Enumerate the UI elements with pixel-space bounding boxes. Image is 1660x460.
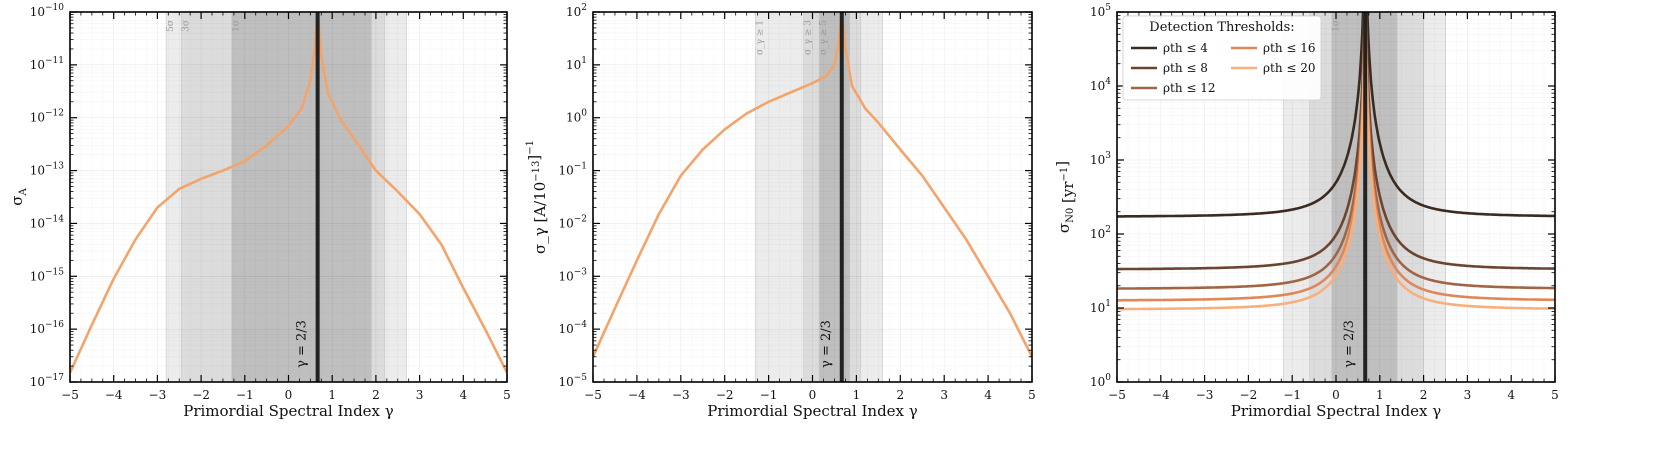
chart-panel-left: 5σ 3σ 1σ γ = 2/3 −5 −4 −3 −2 −1 0 1 2 3 4 5 10−17 10−16 1…	[8, 3, 511, 420]
y-tick-label: 10−14	[30, 214, 65, 230]
x-tick-label: 4	[459, 388, 467, 402]
x-tick-label: 5	[503, 388, 511, 402]
x-axis-label: Primordial Spectral Index γ	[707, 402, 918, 420]
y-tick-label: 10−3	[558, 267, 587, 283]
x-tick-label: −3	[1196, 388, 1214, 402]
x-tick-label: 3	[1464, 388, 1472, 402]
x-tick-label: −1	[1283, 388, 1301, 402]
legend-entry: ρth ≤ 4	[1163, 41, 1208, 55]
x-tick-label: −2	[192, 388, 210, 402]
series-line	[1117, 12, 1555, 271]
x-tick-label: 4	[1507, 388, 1515, 402]
x-tick-label: −5	[584, 388, 602, 402]
series-line	[1117, 39, 1555, 311]
x-tick-label: 2	[372, 388, 380, 402]
y-tick-label: 10−11	[30, 56, 64, 72]
x-tick-label: −4	[1152, 388, 1170, 402]
x-tick-label: 0	[1332, 388, 1340, 402]
y-tick-label: 100	[566, 109, 587, 125]
band-label: 1σ	[1332, 20, 1342, 32]
y-tick-label: 10−17	[30, 373, 65, 389]
x-tick-label: −1	[760, 388, 778, 402]
plot-area	[1117, 12, 1555, 382]
band-label: 5σ	[166, 20, 176, 32]
x-tick-label: −3	[672, 388, 690, 402]
y-tick-label: 104	[1090, 77, 1111, 93]
y-tick-label: 10−13	[30, 162, 65, 178]
series-line	[70, 12, 507, 374]
y-tick-label: 10−5	[558, 373, 587, 389]
legend-title: Detection Thresholds:	[1149, 20, 1294, 35]
band-label: σ_γ ≥ 1	[755, 20, 765, 55]
x-tick-label: 3	[940, 388, 948, 402]
x-tick-label: 1	[853, 388, 861, 402]
legend-box	[1122, 15, 1322, 101]
x-tick-label: 2	[1420, 388, 1428, 402]
vline-label: γ = 2/3	[1342, 320, 1357, 368]
band-label: σ_γ ≥ 3	[804, 20, 814, 55]
x-tick-label: 3	[416, 388, 424, 402]
series-line	[1117, 30, 1555, 302]
y-axis-label: σN0 [yr−1]	[1053, 161, 1077, 233]
y-tick-label: 10−4	[558, 320, 587, 336]
y-tick-label: 10−16	[30, 320, 65, 336]
chart-panel-middle: σ_γ ≥ 1 σ_γ ≥ 3 σ_γ ≥ 5 γ = 2/3 −5 −4 −3 −2 −1 0 1…	[525, 3, 1036, 420]
x-tick-label: 1	[328, 388, 336, 402]
y-tick-label: 102	[1090, 225, 1111, 241]
y-axis-label: σ_γ [A/10−13]−1	[525, 140, 549, 254]
confidence-band	[231, 12, 372, 382]
legend-entry: ρth ≤ 20	[1263, 61, 1316, 75]
y-tick-label: 10−2	[558, 214, 587, 230]
x-tick-label: −3	[149, 388, 167, 402]
x-tick-label: −5	[1108, 388, 1126, 402]
y-tick-label: 10−15	[30, 267, 65, 283]
legend: Detection Thresholds: ρth ≤ 4 ρth ≤ 8 ρth ≤…	[1122, 15, 1322, 101]
x-axis-label: Primordial Spectral Index γ	[1231, 402, 1442, 420]
y-tick-label: 10−1	[558, 162, 587, 178]
series-line	[1117, 18, 1555, 290]
plot-area	[70, 12, 507, 382]
x-tick-label: −1	[236, 388, 254, 402]
x-tick-label: 1	[1376, 388, 1384, 402]
x-tick-label: 5	[1028, 388, 1036, 402]
legend-entry: ρth ≤ 8	[1163, 61, 1208, 75]
y-tick-label: 103	[1090, 151, 1111, 167]
band-label: 3σ	[181, 20, 191, 32]
x-tick-label: 5	[1551, 388, 1559, 402]
y-axis-label: σA	[8, 187, 29, 205]
x-tick-label: 0	[809, 388, 817, 402]
series-line	[1117, 12, 1555, 218]
y-tick-label: 10−12	[30, 109, 64, 125]
x-tick-label: −2	[716, 388, 734, 402]
y-tick-label: 102	[566, 3, 587, 19]
confidence-band	[818, 12, 851, 382]
vline-label: γ = 2/3	[295, 320, 310, 368]
y-tick-label: 10−10	[30, 3, 65, 19]
x-tick-label: 4	[984, 388, 992, 402]
y-tick-label: 101	[566, 56, 587, 72]
legend-entry: ρth ≤ 12	[1163, 81, 1216, 95]
y-tick-label: 100	[1090, 373, 1111, 389]
y-tick-label: 105	[1090, 3, 1111, 19]
y-tick-label: 101	[1090, 299, 1111, 315]
band-label: σ_γ ≥ 5	[819, 20, 829, 55]
vline-label: γ = 2/3	[819, 320, 834, 368]
x-tick-label: −5	[61, 388, 79, 402]
band-label: 1σ	[232, 20, 242, 32]
x-tick-label: −2	[1240, 388, 1258, 402]
plot-area	[593, 12, 1032, 382]
x-tick-label: −4	[105, 388, 123, 402]
x-tick-label: −4	[628, 388, 646, 402]
chart-panel-right: 1σ γ = 2/3 −5 −4 −3 −2 −1 0 1 2 3 4 5 100 101 102 103 104…	[1053, 3, 1559, 420]
x-axis-label: Primordial Spectral Index γ	[183, 402, 394, 420]
legend-entry: ρth ≤ 16	[1263, 41, 1316, 55]
series-line	[593, 12, 1032, 358]
x-tick-label: 2	[896, 388, 904, 402]
x-tick-label: 0	[285, 388, 293, 402]
